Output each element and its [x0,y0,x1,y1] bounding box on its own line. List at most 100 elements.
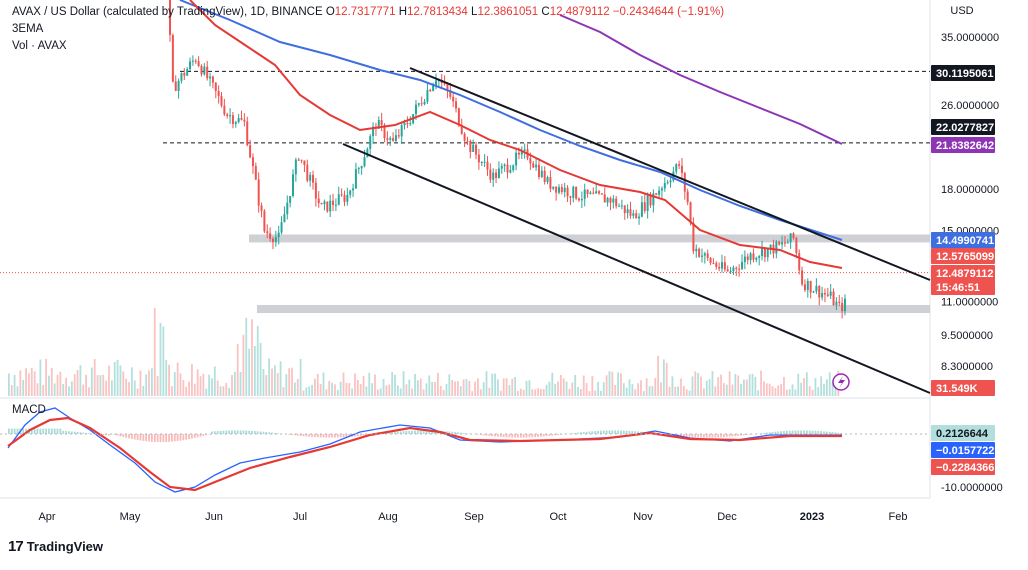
macd-bar [142,434,144,441]
volume-bar [360,384,362,396]
volume-bar [757,390,759,396]
currency-label: USD [950,5,973,17]
price-tick: 26.0000000 [941,100,999,112]
macd-label-text: −0.2284366 [936,462,994,474]
candle-body [292,174,294,196]
macd-bar [62,431,64,434]
candle-body [775,242,777,254]
macd-tick: -10.0000000 [941,482,1003,494]
macd-bar [783,431,785,434]
price-label-text: 22.0277827 [936,122,994,134]
volume-bar [543,389,545,396]
macd-bar [237,430,239,434]
candle-body [632,213,634,216]
macd-bar [303,434,305,436]
volume-bar [503,378,505,396]
volume-bar [809,386,811,396]
candle-body [346,195,348,202]
volume-bar [22,380,24,396]
volume-bar [746,380,748,396]
volume-bar [815,378,817,396]
volume-bar [780,384,782,396]
volume-bar [694,371,696,396]
volume-bar [317,374,319,396]
volume-bar [91,368,93,396]
macd-bar [706,434,708,438]
volume-bar [597,382,599,396]
candle-body [241,118,243,120]
candle-body [435,80,437,85]
candle-body [755,258,757,260]
volume-indicator-label[interactable]: Vol · AVAX [12,40,67,52]
macd-bar [102,434,104,435]
macd-bar [514,434,516,438]
volume-bar [537,388,539,396]
volume-bar [795,390,797,396]
volume-bar [171,386,173,396]
candle-body [638,217,640,219]
candle-body [818,286,820,298]
volume-bar [423,389,425,396]
candle-body [781,242,783,244]
price-label: 15:46:51 [931,279,995,295]
volume-bar [137,389,139,396]
candle-body [635,213,637,218]
volume-bar [812,390,814,396]
macd-bar [154,434,156,442]
ema-indicator-label[interactable]: 3EMA [12,23,43,35]
volume-bar [700,377,702,396]
macd-bar [806,430,808,434]
candle-body [263,211,265,231]
macd-bar [151,434,153,442]
volume-bar [577,387,579,396]
change-value: −0.2434644 (−1.91%) [613,6,724,18]
volume-bar [491,374,493,396]
volume-bar [474,382,476,396]
candle-body [692,223,694,252]
time-tick: Feb [889,511,908,523]
macd-bar [148,434,150,442]
candle-body [386,138,388,140]
candle-body [681,166,683,173]
volume-bar [19,370,21,396]
macd-bar [17,429,19,434]
volume-bar [763,381,765,396]
volume-bar [457,381,459,396]
tradingview-logo[interactable]: 17 TradingView [8,538,103,555]
macd-bar [234,430,236,434]
macd-bar [503,434,505,437]
macd-bar [202,434,204,436]
volume-bar [77,370,79,396]
macd-bar [297,434,299,436]
volume-bar [494,374,496,396]
volume-bar [792,384,794,396]
volume-bar [397,385,399,396]
volume-bar [686,389,688,396]
volume-bar [157,376,159,396]
macd-bar [108,434,110,436]
volume-bar [726,385,728,396]
candle-body [186,69,188,76]
macd-bar [712,434,714,438]
candle-body [824,293,826,294]
macd-bar [526,434,528,437]
macd-indicator-label[interactable]: MACD [12,404,46,416]
volume-bar [826,379,828,396]
volume-bar [520,389,522,396]
volume-bar [100,375,102,396]
macd-line [8,408,842,492]
volume-bar [34,371,36,396]
candle-body [724,262,726,269]
candle-body [830,292,832,296]
volume-bar [348,383,350,396]
candle-body [807,281,809,290]
volume-bar [640,380,642,396]
price-tick: 11.0000000 [941,297,998,309]
price-tick: 8.3000000 [941,361,993,373]
candle-body [655,193,657,194]
volume-bar [68,386,70,396]
volume-bar [606,375,608,396]
volume-bar [654,378,656,396]
volume-bar [208,375,210,396]
